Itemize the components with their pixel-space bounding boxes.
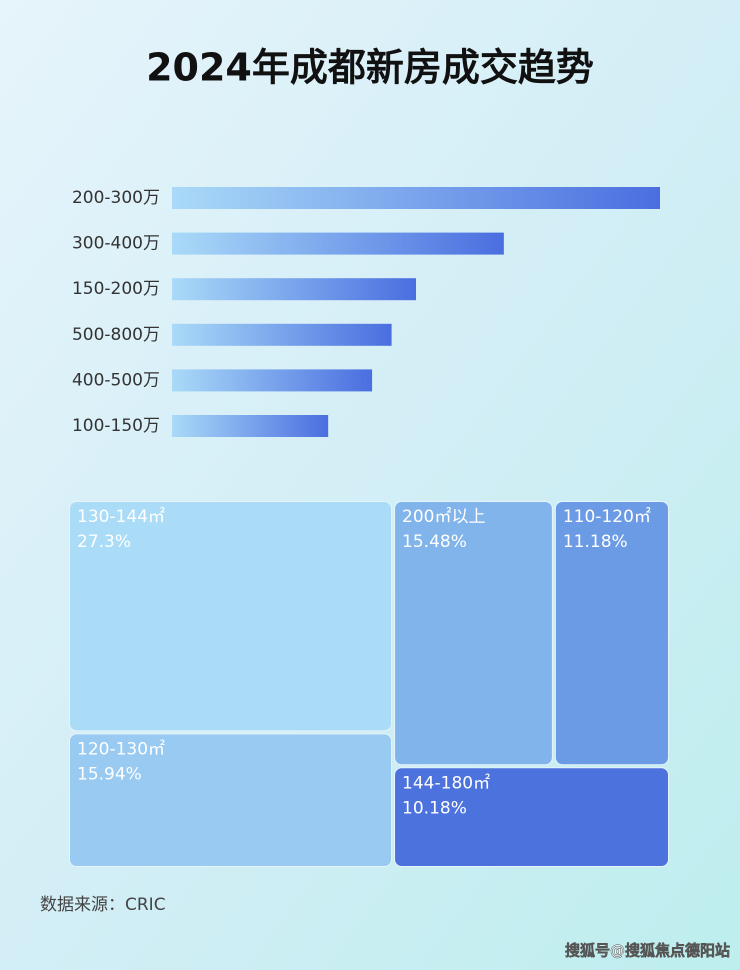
bar-label: 100-150万: [72, 416, 160, 436]
bar-label: 150-200万: [72, 279, 160, 299]
cell-label: 200㎡以上: [402, 507, 485, 527]
bar-label: 200-300万: [72, 188, 160, 208]
bar-label: 500-800万: [72, 325, 160, 345]
treemap-cell: [554, 501, 670, 766]
treemap-cell: [394, 767, 669, 868]
treemap-cell: [69, 733, 393, 868]
cell-label: 130-144㎡: [77, 507, 165, 527]
bar: [172, 278, 416, 301]
bar: [172, 232, 504, 255]
cell-value: 11.18%: [563, 532, 628, 552]
bar: [172, 187, 660, 209]
cell-value: 15.48%: [402, 532, 467, 552]
title: 2024年成都新房成交趋势: [146, 46, 594, 90]
cell-label: 120-130㎡: [77, 739, 165, 759]
treemap-cell: [69, 501, 393, 732]
bar: [172, 369, 373, 392]
bar-label: 400-500万: [72, 370, 160, 390]
cell-value: 15.94%: [77, 764, 142, 784]
cell-label: 110-120㎡: [563, 507, 651, 527]
bar-label: 300-400万: [72, 234, 160, 254]
source: 数据来源：CRIC: [40, 895, 166, 915]
watermark: 搜狐号@搜狐焦点德阳站: [565, 942, 730, 960]
bar: [172, 415, 329, 437]
cell-label: 144-180㎡: [402, 773, 490, 793]
cell-value: 10.18%: [402, 798, 467, 818]
cell-value: 27.3%: [77, 532, 131, 552]
treemap-cell: [394, 501, 553, 766]
bar: [172, 323, 392, 346]
